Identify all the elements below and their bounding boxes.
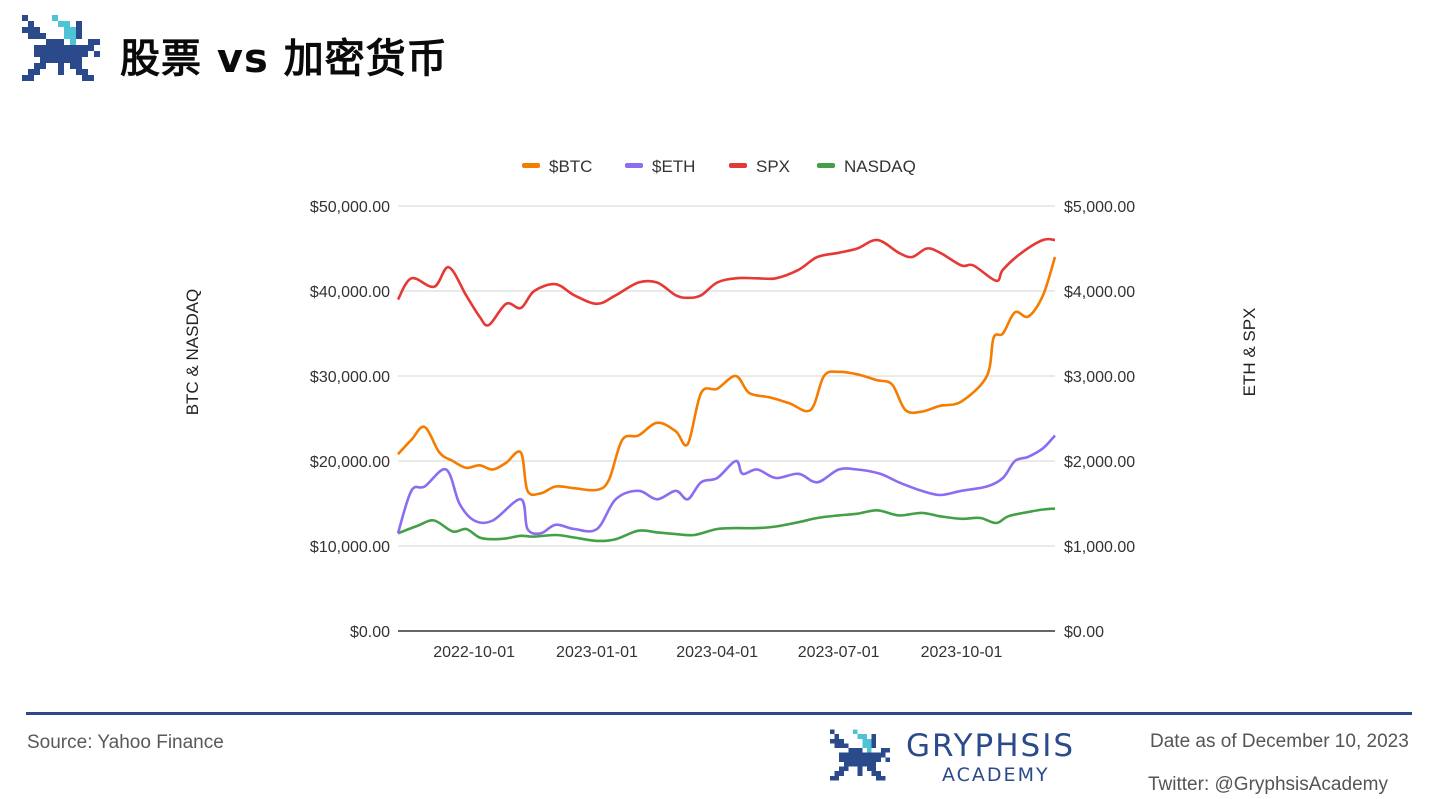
series-line-spx [396,237,1056,327]
y2-tick-label: $2,000.00 [1064,454,1135,471]
twitter-handle: Twitter: @GryphsisAcademy [1148,774,1388,795]
source-note: Source: Yahoo Finance [27,732,224,753]
y-tick-label: $0.00 [350,624,390,641]
series-line-eth [396,434,1056,536]
x-axis: 2022-10-01 2023-01-01 2023-04-01 2023-07-01… [433,644,1002,661]
y2-tick-label: $5,000.00 [1064,199,1135,216]
y2-axis-label: ETH & SPX [1240,308,1259,397]
legend-label-spx: SPX [756,157,790,176]
y-axis-right: $0.00 $1,000.00 $2,000.00 $3,000.00 $4,000.0… [1064,199,1135,641]
y2-tick-label: $0.00 [1064,624,1104,641]
y2-tick-label: $4,000.00 [1064,284,1135,301]
chart-grid [398,205,1055,632]
page-title: 股票 vs 加密货币 [120,36,448,82]
brand-subtitle: ACADEMY [942,764,1050,786]
legend-label-eth: $ETH [652,157,695,176]
legend-label-nasdaq: NASDAQ [844,157,916,176]
legend-label-btc: $BTC [549,157,592,176]
y-tick-label: $10,000.00 [310,539,390,556]
date-note: Date as of December 10, 2023 [1150,731,1409,752]
footer-divider [26,712,1412,715]
y-axis-label: BTC & NASDAQ [183,289,202,416]
series-line-nasdaq [397,507,1056,543]
y-tick-label: $50,000.00 [310,199,390,216]
gryphon-logo-small-icon [830,729,890,781]
legend-swatch-eth [625,163,643,168]
x-tick-label: 2023-07-01 [798,644,880,661]
chart-legend: $BTC $ETH SPX NASDAQ [522,157,916,176]
y-axis-left: $0.00 $10,000.00 $20,000.00 $30,000.00 $40,0… [310,199,390,641]
series-line-btc [397,256,1057,497]
y-tick-label: $40,000.00 [310,284,390,301]
y2-tick-label: $1,000.00 [1064,539,1135,556]
legend-swatch-nasdaq [817,163,835,168]
legend-swatch-spx [729,163,747,168]
x-tick-label: 2023-04-01 [676,644,758,661]
y2-tick-label: $3,000.00 [1064,369,1135,386]
x-tick-label: 2022-10-01 [433,644,515,661]
line-chart: $BTC $ETH SPX NASDAQ $0.00 $10,000.00 $20,000… [183,157,1259,661]
x-tick-label: 2023-01-01 [556,644,638,661]
brand-name: GRYPHSIS [906,728,1076,764]
y-tick-label: $30,000.00 [310,369,390,386]
gryphon-logo-icon [22,15,100,81]
chart-series [396,237,1057,543]
legend-swatch-btc [522,163,540,168]
y-tick-label: $20,000.00 [310,454,390,471]
x-tick-label: 2023-10-01 [921,644,1003,661]
